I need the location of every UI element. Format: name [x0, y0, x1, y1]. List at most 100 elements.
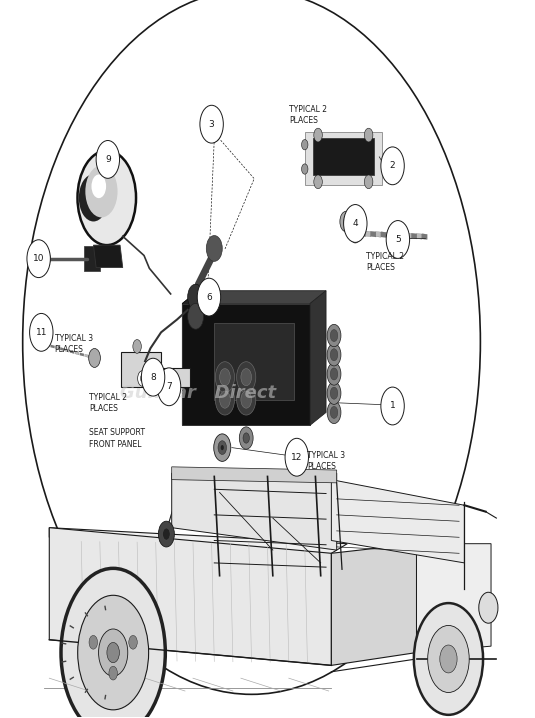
Ellipse shape	[302, 164, 308, 174]
Ellipse shape	[241, 391, 251, 408]
Polygon shape	[305, 132, 382, 185]
Text: 8: 8	[150, 373, 156, 382]
Ellipse shape	[188, 284, 204, 310]
Polygon shape	[417, 544, 491, 653]
Polygon shape	[417, 233, 422, 239]
Polygon shape	[49, 528, 331, 666]
Ellipse shape	[78, 151, 136, 245]
Ellipse shape	[61, 569, 165, 718]
Ellipse shape	[330, 387, 338, 399]
Ellipse shape	[151, 370, 160, 386]
Ellipse shape	[236, 362, 256, 393]
Text: TYPICAL 2
PLACES: TYPICAL 2 PLACES	[89, 393, 127, 414]
Polygon shape	[49, 528, 347, 569]
Ellipse shape	[343, 205, 367, 243]
Ellipse shape	[211, 126, 217, 136]
Ellipse shape	[79, 174, 108, 221]
Ellipse shape	[327, 382, 341, 404]
Polygon shape	[391, 232, 396, 238]
Ellipse shape	[327, 401, 341, 424]
Polygon shape	[361, 230, 366, 236]
Polygon shape	[121, 352, 190, 387]
Ellipse shape	[98, 629, 128, 676]
Ellipse shape	[340, 211, 353, 232]
Polygon shape	[75, 352, 79, 355]
Polygon shape	[80, 353, 84, 356]
Polygon shape	[376, 231, 381, 237]
Polygon shape	[84, 246, 100, 271]
Ellipse shape	[163, 528, 170, 540]
Text: 5: 5	[395, 235, 401, 244]
Text: 6: 6	[206, 293, 212, 302]
Ellipse shape	[381, 387, 404, 425]
Polygon shape	[313, 139, 374, 175]
Text: 7: 7	[166, 382, 172, 391]
Polygon shape	[65, 349, 69, 352]
Ellipse shape	[381, 147, 404, 185]
Ellipse shape	[330, 406, 338, 419]
Polygon shape	[36, 341, 40, 344]
Polygon shape	[182, 291, 326, 304]
Ellipse shape	[239, 426, 253, 449]
Polygon shape	[172, 473, 337, 550]
Polygon shape	[182, 291, 198, 425]
Text: 3: 3	[209, 120, 215, 129]
Polygon shape	[371, 231, 376, 237]
Text: 9: 9	[105, 155, 111, 164]
Polygon shape	[310, 291, 326, 425]
Polygon shape	[355, 230, 361, 236]
Ellipse shape	[330, 349, 338, 360]
Polygon shape	[85, 354, 89, 358]
Text: 2: 2	[390, 162, 395, 170]
Ellipse shape	[440, 645, 457, 673]
Ellipse shape	[218, 441, 226, 454]
Ellipse shape	[314, 129, 322, 142]
Ellipse shape	[343, 218, 349, 226]
Polygon shape	[396, 233, 402, 238]
Polygon shape	[89, 355, 94, 359]
Ellipse shape	[207, 236, 222, 261]
Ellipse shape	[427, 625, 469, 692]
Text: GulfCar   Direct: GulfCar Direct	[120, 384, 277, 402]
Polygon shape	[407, 233, 412, 239]
Ellipse shape	[208, 119, 221, 141]
Ellipse shape	[133, 340, 141, 353]
Ellipse shape	[107, 643, 119, 663]
Ellipse shape	[89, 635, 97, 649]
Ellipse shape	[158, 521, 174, 547]
Ellipse shape	[29, 314, 53, 351]
Ellipse shape	[78, 595, 149, 710]
Text: TYPICAL 2
PLACES: TYPICAL 2 PLACES	[289, 105, 327, 125]
Polygon shape	[182, 304, 310, 425]
Ellipse shape	[327, 325, 341, 347]
Ellipse shape	[479, 592, 498, 623]
Ellipse shape	[302, 139, 308, 150]
Polygon shape	[70, 350, 74, 353]
Polygon shape	[94, 245, 123, 268]
Polygon shape	[215, 322, 294, 400]
Ellipse shape	[350, 225, 361, 243]
Polygon shape	[401, 233, 407, 238]
Ellipse shape	[200, 106, 223, 143]
Ellipse shape	[188, 304, 204, 330]
Ellipse shape	[364, 175, 373, 189]
Ellipse shape	[364, 129, 373, 142]
Polygon shape	[172, 467, 337, 482]
Ellipse shape	[243, 433, 249, 443]
Ellipse shape	[214, 434, 231, 462]
Ellipse shape	[129, 635, 137, 649]
Ellipse shape	[96, 141, 119, 178]
Text: TYPICAL 2
PLACES: TYPICAL 2 PLACES	[366, 252, 404, 272]
Ellipse shape	[327, 363, 341, 385]
Ellipse shape	[140, 375, 144, 382]
Ellipse shape	[86, 165, 118, 218]
Text: 4: 4	[353, 219, 358, 228]
Ellipse shape	[241, 368, 251, 386]
Polygon shape	[331, 480, 464, 563]
Polygon shape	[331, 544, 417, 666]
Ellipse shape	[236, 384, 256, 415]
Ellipse shape	[386, 220, 410, 258]
Text: TYPICAL 3
PLACES: TYPICAL 3 PLACES	[55, 335, 93, 355]
Text: 11: 11	[35, 328, 47, 337]
Text: 10: 10	[33, 254, 44, 264]
